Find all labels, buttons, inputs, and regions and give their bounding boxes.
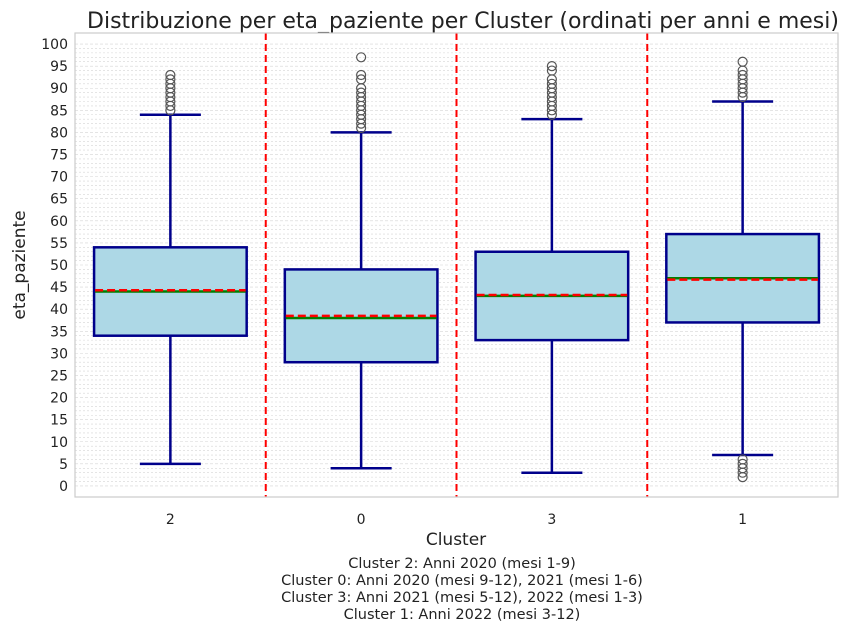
outlier-point [356,69,367,81]
outlier-point [737,69,748,81]
y-tick-label: 30 [50,346,68,362]
y-tick-label: 25 [50,368,68,384]
outlier-point [546,61,557,72]
box-cluster-3 [474,61,630,474]
plot-frame [74,32,839,498]
x-tick-label: 3 [547,512,556,528]
outlier-point [356,87,367,98]
y-tick-label: 90 [50,81,68,97]
y-tick-label: 85 [50,103,68,119]
y-tick-label: 20 [50,391,68,407]
box-cluster-2 [92,69,248,466]
outlier-point [737,56,748,67]
y-tick-label: 55 [50,236,68,252]
boxes [92,52,821,483]
x-tick-label: 1 [738,512,747,528]
box-cluster-0 [283,52,439,470]
y-tick-label: 100 [41,37,68,53]
y-tick-label: 80 [50,125,68,141]
caption-line: Cluster 0: Anni 2020 (mesi 9-12), 2021 (… [281,573,643,589]
caption-line: Cluster 2: Anni 2020 (mesi 1-9) [348,556,575,572]
x-axis-label: Cluster [426,530,486,550]
y-axis-label: eta_paziente [10,210,30,319]
y-tick-label: 15 [50,413,68,429]
y-tick-label: 75 [50,148,68,164]
caption-line: Cluster 1: Anni 2022 (mesi 3-12) [344,607,581,623]
x-tick-label: 2 [166,512,175,528]
y-tick-label: 65 [50,192,68,208]
y-tick-label: 10 [50,435,68,451]
y-tick-label: 70 [50,170,68,186]
outlier-point [737,467,748,478]
y-tick-label: 35 [50,324,68,340]
caption: Cluster 2: Anni 2020 (mesi 1-9)Cluster 0… [281,556,643,623]
cluster-separators [264,33,649,497]
outlier-point [356,52,367,63]
y-tick-label: 50 [50,258,68,274]
y-tick-label: 45 [50,280,68,296]
x-tick-label: 0 [357,512,366,528]
y-tick-label: 60 [50,214,68,230]
outlier-point [546,78,557,89]
outlier-point [165,69,176,81]
outlier-point [546,65,557,76]
outlier-point [165,74,176,85]
outlier-point [356,74,367,85]
y-tick-label: 0 [59,479,68,495]
outlier-point [737,472,748,483]
caption-line: Cluster 3: Anni 2021 (mesi 5-12), 2022 (… [281,590,643,606]
y-tick-label: 40 [50,302,68,318]
y-tick-label: 5 [59,457,68,473]
y-tick-label: 95 [50,59,68,75]
y-tick-labels: 0 5 10 15 20 25 30 35 40 45 50 55 60 65 70 75 80 85 90 95 10… [41,37,68,495]
chart-title: Distribuzione per eta_paziente per Clust… [87,9,839,34]
box-cluster-1 [665,56,821,483]
